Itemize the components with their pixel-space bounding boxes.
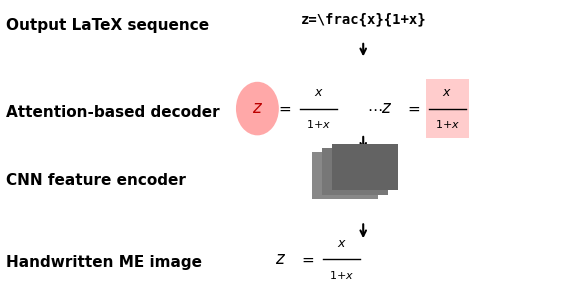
Text: CNN feature encoder: CNN feature encoder (6, 173, 185, 188)
Text: Attention-based decoder: Attention-based decoder (6, 105, 219, 120)
Bar (312, 152, 378, 199)
Text: $x$: $x$ (313, 86, 324, 99)
Text: $x$: $x$ (442, 86, 452, 99)
Text: $\cdots$: $\cdots$ (367, 101, 382, 116)
Ellipse shape (236, 82, 279, 135)
Text: $=$: $=$ (276, 101, 292, 116)
Text: Output LaTeX sequence: Output LaTeX sequence (6, 18, 209, 33)
Text: $1{+}x$: $1{+}x$ (306, 118, 331, 130)
Bar (322, 148, 388, 195)
Text: $z$: $z$ (380, 100, 392, 117)
Text: $=$: $=$ (405, 101, 421, 116)
Text: Handwritten ME image: Handwritten ME image (6, 255, 202, 270)
Text: z=\frac{x}{1+x}: z=\frac{x}{1+x} (300, 13, 426, 27)
Bar (332, 144, 398, 190)
Text: $z$: $z$ (252, 100, 263, 117)
Text: $z$: $z$ (275, 251, 286, 268)
Text: $x$: $x$ (336, 237, 347, 250)
Text: $1{+}x$: $1{+}x$ (435, 118, 460, 130)
Text: $=$: $=$ (299, 252, 315, 267)
Text: $1{+}x$: $1{+}x$ (329, 269, 354, 281)
Bar (426, 79, 469, 138)
